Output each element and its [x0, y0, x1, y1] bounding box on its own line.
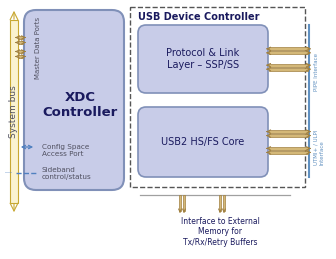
Bar	[269, 130, 308, 133]
Bar	[183, 195, 185, 211]
Bar	[269, 147, 308, 150]
Bar	[130, 7, 305, 187]
Text: ----: ----	[5, 170, 13, 176]
Text: USB2 HS/FS Core: USB2 HS/FS Core	[161, 137, 245, 147]
Bar	[10, 20, 18, 203]
Bar	[18, 55, 23, 58]
Text: UTMI+ / ULPI
Interface: UTMI+ / ULPI Interface	[314, 129, 325, 165]
Bar	[18, 36, 23, 39]
Bar	[179, 195, 181, 211]
Bar	[18, 50, 23, 53]
FancyBboxPatch shape	[138, 25, 268, 93]
Text: Master Data Ports: Master Data Ports	[35, 17, 41, 79]
Text: Protocol & Link
Layer – SSP/SS: Protocol & Link Layer – SSP/SS	[166, 48, 240, 70]
Bar	[223, 195, 225, 211]
Bar	[269, 47, 308, 50]
FancyBboxPatch shape	[24, 10, 124, 190]
Text: PIPE Interface: PIPE Interface	[314, 53, 319, 91]
Bar	[269, 151, 308, 154]
Bar	[269, 64, 308, 67]
Text: Config Space
Access Port: Config Space Access Port	[42, 143, 89, 156]
FancyBboxPatch shape	[138, 107, 268, 177]
Text: Interface to External
Memory for
Tx/Rx/Retry Buffers: Interface to External Memory for Tx/Rx/R…	[180, 217, 259, 247]
Text: Sideband
control/status: Sideband control/status	[42, 167, 92, 179]
Bar	[219, 195, 221, 211]
Bar	[269, 68, 308, 71]
Bar	[18, 41, 23, 44]
Text: USB Device Controller: USB Device Controller	[138, 12, 259, 22]
Bar	[269, 134, 308, 137]
Text: XDC
Controller: XDC Controller	[42, 91, 118, 119]
Text: System bus: System bus	[9, 85, 18, 138]
Bar	[269, 51, 308, 54]
